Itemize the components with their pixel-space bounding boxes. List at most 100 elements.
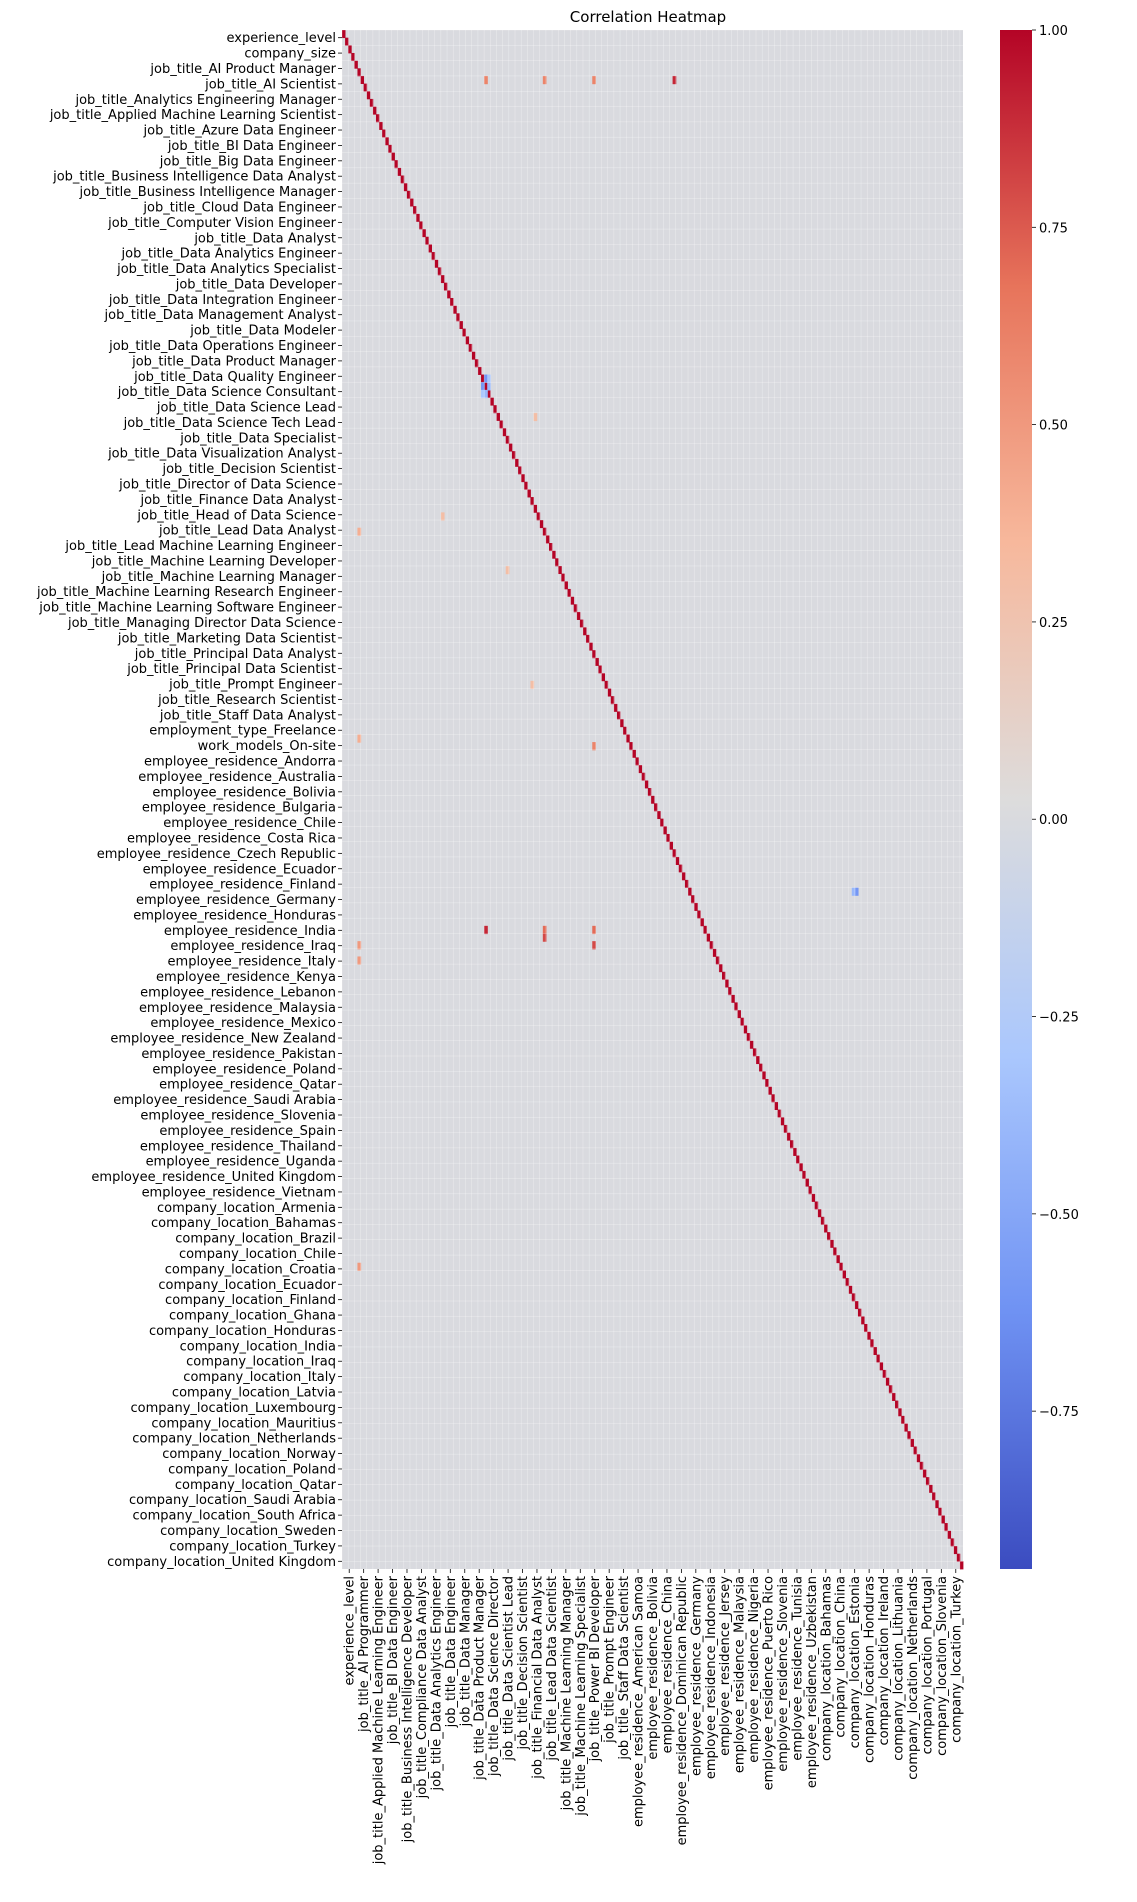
heatmap-cell: [777, 1109, 782, 1118]
y-tick-label: employee_residence_Germany: [136, 893, 336, 908]
heatmap-cell: [749, 1040, 754, 1049]
colorbar: 1.00 0.75 0.50 0.25 0.00 −0.25 −0.50 −0.75: [1000, 24, 1079, 1569]
x-tick-label: job_title_Data Manager: [458, 1575, 473, 1727]
heatmap-cell: [827, 1232, 831, 1241]
y-tick-label: company_location_Iraq: [186, 1355, 336, 1370]
y-tick-label: job_title_Lead Data Analyst: [158, 524, 336, 539]
heatmap-cell: [437, 267, 442, 276]
heatmap-cell: [549, 543, 553, 552]
heatmap-cell: [941, 1515, 945, 1524]
x-tick-label: company_location_Ireland: [877, 1576, 892, 1745]
heatmap-cell: [465, 336, 470, 345]
heatmap-cell: [823, 1224, 828, 1233]
heatmap-cell: [660, 818, 664, 827]
x-tick-label: job_title_Data Science Director: [487, 1575, 502, 1777]
y-tick-label: experience_level: [227, 31, 336, 46]
heatmap-cell: [845, 1278, 850, 1287]
heatmap-cell: [632, 749, 636, 758]
y-tick-label: job_title_Data Management Analyst: [104, 308, 336, 323]
y-tick-label: job_title_Research Scientist: [157, 693, 336, 708]
y-tick-label: job_title_Data Operations Engineer: [108, 339, 337, 354]
heatmap-cell: [817, 1209, 822, 1218]
heatmap-cell: [561, 573, 565, 582]
heatmap-cell: [555, 558, 559, 567]
y-tick-label: job_title_Data Visualization Analyst: [107, 447, 336, 462]
heatmap-cell: [910, 1438, 914, 1447]
heatmap-cell: [864, 1323, 868, 1333]
heatmap-cell: [814, 1201, 819, 1210]
heatmap-cell: [780, 1117, 785, 1126]
y-tick-label: company_location_Ghana: [169, 1309, 336, 1324]
heatmap-cell: [357, 1262, 362, 1271]
heatmap-cell: [363, 83, 368, 92]
heatmap-cell: [635, 757, 639, 766]
heatmap-cell: [425, 236, 429, 245]
heatmap-cell: [654, 803, 658, 812]
heatmap-cell: [799, 1163, 803, 1172]
y-tick-label: company_location_Latvia: [172, 1386, 336, 1401]
heatmap-cell: [552, 550, 556, 559]
heatmap-cell: [542, 933, 547, 942]
heatmap-cell: [895, 1400, 899, 1409]
heatmap-cell: [691, 895, 695, 904]
y-tick-label: job_title_AI Product Manager: [149, 62, 336, 77]
y-tick-label: employee_residence_Andorra: [144, 755, 336, 770]
y-tick-label: employee_residence_United Kingdom: [91, 1170, 336, 1185]
heatmap-cell: [366, 91, 371, 100]
colorbar-tick-label: −0.25: [1039, 1011, 1079, 1026]
y-tick-label: company_location_Netherlands: [132, 1432, 336, 1447]
heatmap-cell: [644, 780, 649, 789]
heatmap-cell: [901, 1415, 905, 1424]
y-tick-label: employee_residence_Slovenia: [140, 1108, 336, 1123]
heatmap-cell: [484, 925, 488, 935]
heatmap-cell: [542, 527, 547, 536]
heatmap-cell: [765, 1078, 769, 1088]
y-tick-label: company_location_Brazil: [175, 1232, 336, 1247]
y-tick-label: company_location_Italy: [183, 1370, 336, 1385]
heatmap-cell: [518, 466, 522, 475]
y-tick-label: job_title_Marketing Data Scientist: [117, 631, 336, 646]
heatmap-cell: [762, 1071, 766, 1080]
heatmap-cell: [771, 1094, 775, 1103]
heatmap-cell: [610, 696, 615, 705]
heatmap-cell: [481, 374, 485, 383]
heatmap-cell: [938, 1507, 942, 1516]
y-tick-label: company_location_Poland: [168, 1462, 336, 1477]
y-tick-label: employee_residence_Bolivia: [152, 785, 336, 800]
y-tick-label: job_title_Data Product Manager: [131, 354, 337, 369]
x-tick-label: employee_residence_Nigeria: [747, 1576, 762, 1763]
x-tick-label: job_title_Lead Data Scientist: [545, 1576, 560, 1762]
y-tick-label: job_title_Head of Data Science: [136, 508, 336, 523]
heatmap-cell: [830, 1239, 834, 1248]
y-tick-label: job_title_Staff Data Analyst: [159, 708, 336, 723]
heatmap-cell: [694, 902, 698, 911]
heatmap-cell: [564, 581, 568, 590]
heatmap-cell: [620, 719, 624, 728]
x-axis: experience_level job_title_AI Programmer j…: [343, 1569, 964, 1865]
heatmap-cell: [493, 405, 497, 414]
heatmap-cell: [511, 451, 516, 460]
y-tick-label: job_title_Principal Data Scientist: [126, 662, 336, 677]
y-tick-label: job_title_Data Science Tech Lead: [123, 416, 336, 431]
heatmap-cells: [342, 30, 964, 1570]
heatmap-cell: [348, 45, 352, 54]
heatmap-cell: [925, 1477, 930, 1486]
heatmap-cell: [530, 680, 535, 690]
y-tick-label: job_title_Data Analytics Specialist: [116, 262, 336, 277]
heatmap-cell: [382, 129, 386, 138]
y-tick-label: employee_residence_Mexico: [150, 1016, 336, 1031]
heatmap-cell: [391, 152, 395, 161]
heatmap-cell: [447, 290, 451, 299]
heatmap-cell: [833, 1247, 837, 1256]
heatmap-cell: [916, 1454, 921, 1463]
heatmap-cell: [508, 443, 513, 452]
heatmap-cell: [786, 1132, 791, 1141]
heatmap-cell: [959, 1561, 964, 1570]
heatmap-cell: [592, 75, 596, 85]
x-tick-label: company_location_Portugal: [920, 1576, 935, 1754]
y-tick-label: job_title_Data Analytics Engineer: [121, 247, 337, 262]
y-tick-label: employee_residence_Costa Rica: [127, 831, 336, 846]
heatmap-cell: [416, 213, 420, 222]
heatmap-cell: [808, 1186, 813, 1195]
heatmap-cell: [440, 275, 445, 284]
